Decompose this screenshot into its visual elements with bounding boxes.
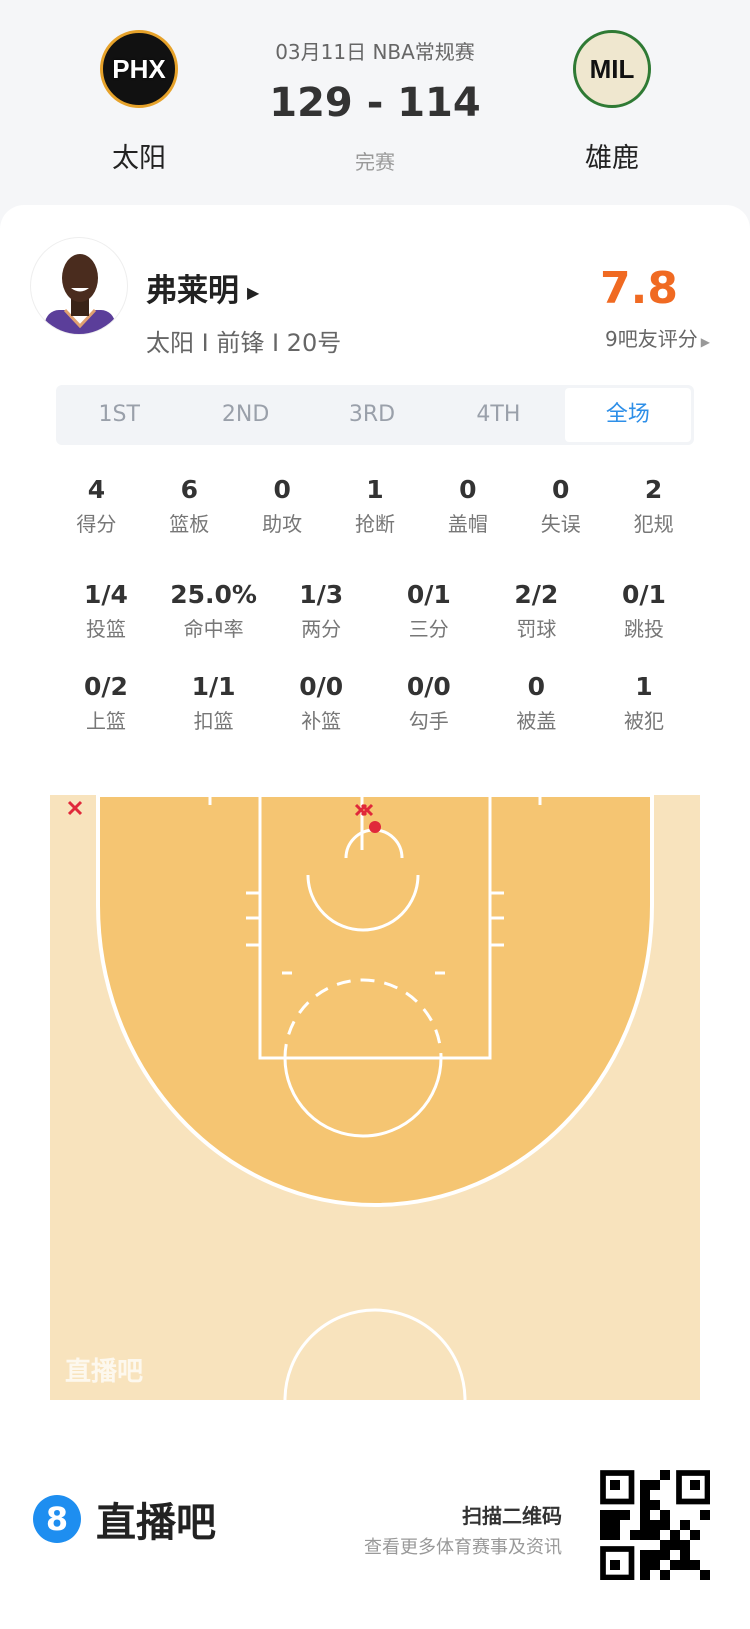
player-info: 太阳 I 前锋 I 20号 <box>146 329 342 357</box>
stat-label: 篮板 <box>169 512 210 536</box>
stat-cell: 0 助攻 <box>236 475 329 537</box>
stat-cell: 0/1 三分 <box>381 580 477 642</box>
stat-label: 勾手 <box>408 709 449 733</box>
stat-label: 犯规 <box>633 512 674 536</box>
away-team-name[interactable]: 雄鹿 <box>585 143 639 174</box>
stat-cell: 0 盖帽 <box>421 475 514 537</box>
stat-cell: 0/1 跳投 <box>596 580 692 642</box>
stat-cell: 1/4 投篮 <box>58 580 154 642</box>
qr-code[interactable] <box>600 1470 710 1580</box>
brand-name: 直播吧 <box>96 1500 216 1546</box>
stat-label: 命中率 <box>183 617 244 641</box>
scan-description: 查看更多体育赛事及资讯 <box>364 1537 562 1558</box>
shot-chart: 直播吧 <box>50 795 700 1400</box>
game-header: PHX 太阳 03月11日 NBA常规赛 129 - 114 完赛 MIL 雄鹿 <box>0 0 750 210</box>
stat-label: 得分 <box>76 512 117 536</box>
stat-cell: 25.0% 命中率 <box>166 580 262 642</box>
stat-label: 罚球 <box>516 617 557 641</box>
brand-logo-icon: 8 <box>33 1495 81 1543</box>
stat-value: 0/0 <box>406 672 451 701</box>
stats-row-shooting: 1/4 投篮 25.0% 命中率 1/3 两分 0/1 三分 2/2 罚球 0/1 跳投 <box>58 580 692 642</box>
tab-1st[interactable]: 1ST <box>98 402 140 427</box>
stat-cell: 1/3 两分 <box>273 580 369 642</box>
stat-cell: 6 篮板 <box>143 475 236 537</box>
stat-value: 2 <box>644 475 663 504</box>
stat-value: 6 <box>180 475 198 504</box>
stat-label: 三分 <box>408 617 449 641</box>
stat-cell: 4 得分 <box>50 475 143 537</box>
stat-label: 扣篮 <box>193 709 234 733</box>
stat-cell: 0/2 上篮 <box>58 672 154 734</box>
stat-cell: 1/1 扣篮 <box>166 672 262 734</box>
stat-label: 失误 <box>540 512 581 536</box>
phx-logo[interactable]: PHX <box>100 30 178 108</box>
lower-arc <box>306 874 420 932</box>
stat-value: 0 <box>273 475 291 504</box>
player-card: 弗莱明 ▶ 太阳 I 前锋 I 20号 7.8 9吧友评分 ▶ 1ST 2ND 3R… <box>0 205 750 1629</box>
shot-miss-marker <box>67 800 83 816</box>
stat-label: 两分 <box>301 617 342 641</box>
game-date: 03月11日 NBA常规赛 <box>275 40 475 64</box>
stat-cell: 1 被犯 <box>596 672 692 734</box>
rating-link[interactable]: 9吧友评分 ▶ <box>605 327 710 351</box>
free-throw-circle-dashed <box>283 978 443 1059</box>
stat-label: 抢断 <box>355 512 395 536</box>
stats-row-shot-types: 0/2 上篮 1/1 扣篮 0/0 补篮 0/0 勾手 0 被盖 1 被犯 <box>58 672 692 734</box>
tab-4th[interactable]: 4TH <box>476 402 521 427</box>
arrow-right-icon: ▶ <box>700 335 710 349</box>
stat-cell: 0/0 补篮 <box>273 672 369 734</box>
tab-3rd[interactable]: 3RD <box>348 402 396 427</box>
three-point-area <box>96 795 654 1207</box>
stat-value: 1/4 <box>84 580 128 609</box>
stat-value: 1 <box>635 672 653 701</box>
period-tabs: 1ST 2ND 3RD 4TH 全场 <box>56 385 694 445</box>
tab-full-game[interactable]: 全场 <box>564 388 692 442</box>
stat-cell: 2 犯规 <box>607 475 700 537</box>
stat-value: 1 <box>366 475 384 504</box>
player-avatar[interactable] <box>30 237 128 335</box>
stat-value: 0/2 <box>84 672 128 701</box>
game-score: 129 - 114 <box>269 80 481 126</box>
stat-value: 0/0 <box>299 672 344 701</box>
home-team-name[interactable]: 太阳 <box>112 143 166 174</box>
player-rating: 7.8 <box>600 263 678 314</box>
stat-cell: 1 抢断 <box>329 475 422 537</box>
stat-label: 被犯 <box>623 709 664 733</box>
stat-value: 25.0% <box>170 580 257 609</box>
paint <box>258 795 492 1060</box>
scan-title: 扫描二维码 <box>462 1504 562 1528</box>
stat-label: 上篮 <box>86 709 126 733</box>
stat-label: 盖帽 <box>447 512 488 536</box>
court-watermark: 直播吧 <box>65 1357 143 1387</box>
stat-cell: 2/2 罚球 <box>488 580 584 642</box>
stat-label: 投篮 <box>86 617 126 641</box>
shot-miss-marker <box>360 803 374 817</box>
stat-value: 0/1 <box>622 580 666 609</box>
player-name[interactable]: 弗莱明 ▶ <box>146 273 260 309</box>
stat-cell: 0 失误 <box>514 475 607 537</box>
stat-value: 0/1 <box>406 580 451 609</box>
stat-label: 助攻 <box>262 512 303 536</box>
game-status: 完赛 <box>355 150 395 174</box>
stat-value: 0 <box>552 475 570 504</box>
stat-value: 0 <box>459 475 477 504</box>
shot-made-marker <box>369 821 381 833</box>
stats-row-basic: 4 得分 6 篮板 0 助攻 1 抢断 0 盖帽 0 失误 2 犯规 <box>50 475 700 537</box>
stat-cell: 0/0 勾手 <box>381 672 477 734</box>
center-circle <box>283 1308 467 1400</box>
stat-value: 1/3 <box>299 580 344 609</box>
stat-value: 4 <box>87 475 106 504</box>
tab-2nd[interactable]: 2ND <box>221 402 270 427</box>
stat-value: 1/1 <box>191 672 236 701</box>
stat-label: 被盖 <box>516 709 557 733</box>
stat-cell: 0 被盖 <box>488 672 584 734</box>
play-arrow-icon: ▶ <box>247 283 260 302</box>
free-throw-circle <box>283 1057 443 1138</box>
stat-label: 补篮 <box>301 709 342 733</box>
footer: 8 直播吧 扫描二维码 查看更多体育赛事及资讯 <box>0 1440 750 1600</box>
stat-label: 跳投 <box>623 617 664 641</box>
mil-logo[interactable]: MIL <box>573 30 651 108</box>
stat-value: 0 <box>527 672 546 701</box>
stat-value: 2/2 <box>514 580 559 609</box>
